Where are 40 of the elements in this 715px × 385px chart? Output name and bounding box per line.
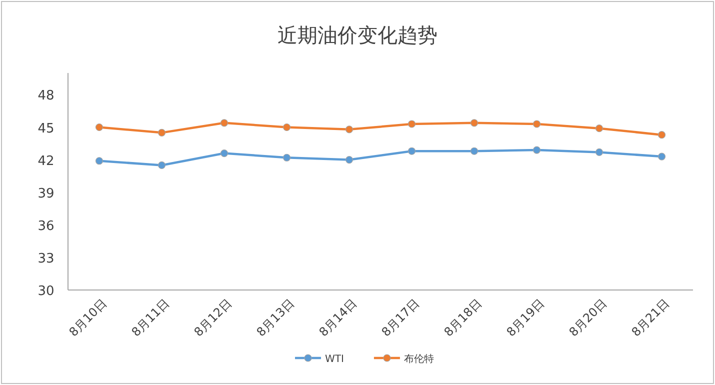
x-tick-label: 8月20日 [566,296,610,340]
point [158,128,166,136]
point [345,156,354,164]
point [658,131,666,139]
point [95,157,104,165]
x-tick-label: 8月14日 [316,296,360,340]
point [282,123,291,132]
point [408,147,416,155]
point [470,119,478,127]
point [408,120,416,128]
x-tick-label: 8月12日 [191,296,234,340]
point [95,123,104,132]
y-tick-label: 45 [38,121,54,136]
point [532,120,541,128]
legend-label: WTI [325,354,344,365]
x-tick-label: 8月10日 [66,296,110,340]
x-tick-label: 8月21日 [628,296,672,340]
point [532,146,541,154]
x-tick-label: 8月17日 [378,296,422,340]
point [282,154,291,162]
point [595,124,604,132]
point [220,119,228,127]
y-tick-label: 39 [38,186,54,202]
x-tick-label: 8月19日 [504,296,547,340]
y-tick-label: 48 [38,88,54,104]
point [158,161,166,170]
x-tick-label: 8月13日 [254,296,297,340]
legend-label: 布伦特 [404,353,434,365]
point [658,152,666,160]
y-tick-label: 33 [38,251,54,266]
y-tick-label: 42 [38,154,54,169]
x-tick-label: 8月18日 [441,296,484,340]
point [220,149,228,158]
point [595,148,604,156]
chart-title: 近期油价变化趋势 [278,23,438,47]
y-tick-label: 36 [38,218,54,234]
point [470,147,478,155]
y-tick-label: 30 [38,284,54,299]
x-tick-label: 8月11日 [128,296,172,340]
point [345,126,354,134]
